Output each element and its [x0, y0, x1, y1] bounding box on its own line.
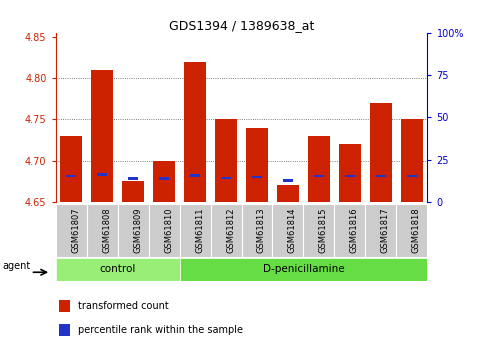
Bar — [334, 204, 366, 257]
Text: GSM61813: GSM61813 — [257, 208, 266, 254]
Bar — [56, 204, 86, 257]
Bar — [344, 175, 355, 177]
Bar — [117, 204, 149, 257]
Bar — [59, 324, 71, 336]
Text: control: control — [99, 265, 136, 274]
Bar — [407, 175, 417, 177]
Text: GSM61815: GSM61815 — [319, 208, 328, 253]
Bar — [59, 299, 71, 312]
Text: GSM61811: GSM61811 — [195, 208, 204, 253]
Bar — [397, 204, 427, 257]
Bar — [190, 174, 200, 177]
Text: percentile rank within the sample: percentile rank within the sample — [78, 325, 243, 335]
Bar — [246, 128, 268, 202]
Bar — [158, 177, 170, 180]
Bar — [153, 160, 175, 202]
Bar — [211, 204, 242, 257]
Bar — [122, 181, 144, 202]
Text: GSM61816: GSM61816 — [350, 208, 359, 254]
Bar — [56, 258, 180, 281]
Text: GSM61812: GSM61812 — [226, 208, 235, 253]
Bar — [376, 175, 386, 177]
Bar — [128, 177, 139, 180]
Text: GSM61808: GSM61808 — [102, 208, 111, 254]
Bar — [215, 119, 237, 202]
Bar — [277, 185, 299, 202]
Bar — [180, 204, 211, 257]
Bar — [370, 103, 392, 202]
Bar — [184, 62, 206, 202]
Bar — [401, 119, 423, 202]
Title: GDS1394 / 1389638_at: GDS1394 / 1389638_at — [169, 19, 314, 32]
Text: D-penicillamine: D-penicillamine — [263, 265, 344, 274]
Bar — [308, 136, 330, 202]
Text: GSM61814: GSM61814 — [288, 208, 297, 253]
Bar — [97, 174, 107, 176]
Text: GSM61810: GSM61810 — [164, 208, 173, 253]
Text: GSM61807: GSM61807 — [71, 208, 80, 254]
Bar — [313, 175, 325, 177]
Bar — [272, 204, 303, 257]
Bar — [283, 179, 293, 181]
Bar — [339, 144, 361, 202]
Text: GSM61818: GSM61818 — [412, 208, 421, 254]
Text: agent: agent — [3, 261, 31, 271]
Bar — [66, 175, 76, 177]
Bar — [180, 258, 427, 281]
Bar — [149, 204, 180, 257]
Bar — [86, 204, 117, 257]
Text: transformed count: transformed count — [78, 301, 169, 311]
Bar — [60, 136, 82, 202]
Bar — [252, 176, 262, 178]
Bar — [366, 204, 397, 257]
Text: GSM61817: GSM61817 — [381, 208, 390, 254]
Bar — [91, 70, 113, 202]
Text: GSM61809: GSM61809 — [133, 208, 142, 253]
Bar — [303, 204, 334, 257]
Bar — [242, 204, 272, 257]
Bar — [221, 177, 231, 179]
